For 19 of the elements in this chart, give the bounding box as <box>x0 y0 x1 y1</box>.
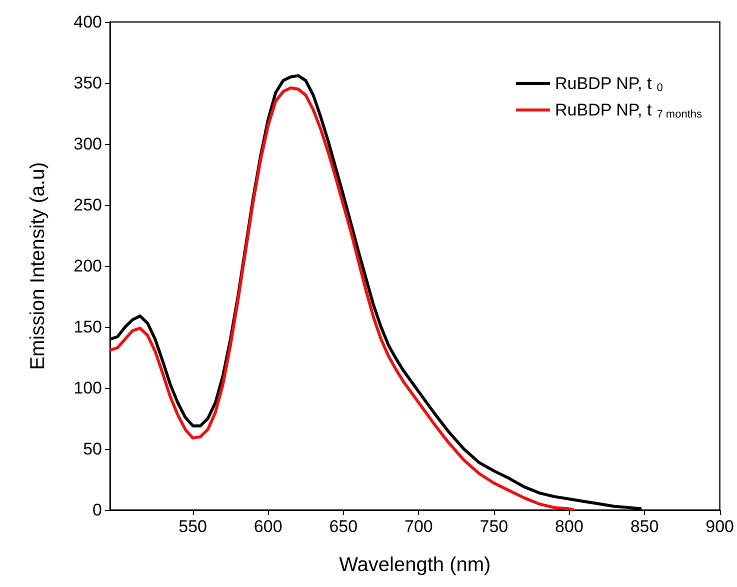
x-tick-label: 750 <box>480 517 508 536</box>
y-tick-label: 400 <box>74 12 102 32</box>
x-tick-label: 550 <box>178 517 207 536</box>
y-axis-title: Emission Intensity (a.u) <box>27 162 49 370</box>
y-tick-label: 200 <box>74 256 102 276</box>
x-axis-title: Wavelength (nm) <box>339 554 491 576</box>
y-tick-label: 0 <box>92 500 102 520</box>
y-tick-label: 150 <box>74 318 102 336</box>
x-tick-label: 650 <box>329 517 358 536</box>
y-tick-label: 50 <box>83 440 102 458</box>
x-tick-label: 800 <box>555 517 584 536</box>
x-tick-label: 900 <box>706 517 734 536</box>
y-tick-label: 350 <box>74 74 102 92</box>
y-tick-label: 300 <box>74 134 102 154</box>
x-tick-label: 600 <box>254 517 282 536</box>
y-tick-label: 250 <box>74 196 102 214</box>
x-tick-label: 850 <box>630 517 659 536</box>
x-tick-label: 700 <box>404 517 433 536</box>
y-tick-label: 100 <box>74 378 102 398</box>
